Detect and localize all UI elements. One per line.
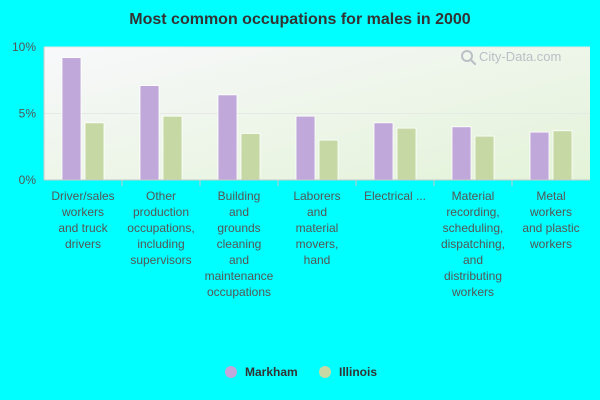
legend-label-markham: Markham bbox=[245, 365, 298, 379]
category-label: Building and grounds cleaning and maintenance… bbox=[205, 189, 274, 299]
bar-markham-6 bbox=[451, 126, 472, 181]
bar-markham-3 bbox=[217, 94, 238, 181]
legend: Markham Illinois bbox=[225, 365, 377, 379]
category-label-line: grounds bbox=[217, 221, 260, 235]
category-label-line: dispatching, bbox=[441, 237, 505, 251]
category-label-line: workers bbox=[529, 237, 572, 251]
chart-title: Most common occupations for males in 200… bbox=[129, 11, 471, 28]
category-label-line: movers, bbox=[296, 237, 339, 251]
bar-markham-5 bbox=[373, 122, 394, 181]
x-axis bbox=[44, 179, 590, 186]
category-label-line: Electrical ... bbox=[364, 189, 426, 203]
category-label-line: maintenance bbox=[205, 269, 274, 283]
category-label: Electrical ... bbox=[364, 189, 426, 203]
category-label-line: scheduling, bbox=[443, 221, 504, 235]
category-label-line: Driver/sales bbox=[51, 189, 114, 203]
category-label-line: supervisors bbox=[130, 253, 191, 267]
category-label-line: Metal bbox=[536, 189, 565, 203]
category-label-line: cleaning bbox=[217, 237, 262, 251]
bar-illinois-2 bbox=[162, 115, 183, 181]
category-label-line: workers bbox=[529, 205, 572, 219]
watermark: City-Data.com bbox=[461, 49, 561, 66]
bar-markham-4 bbox=[295, 115, 316, 181]
category-label-line: and bbox=[307, 205, 327, 219]
y-tick-label: 0% bbox=[19, 173, 37, 187]
category-label: Laborers and material movers, hand bbox=[293, 189, 340, 267]
bar-illinois-7 bbox=[552, 130, 573, 181]
category-label-line: Laborers bbox=[293, 189, 340, 203]
bar-illinois-3 bbox=[240, 133, 261, 181]
category-label-line: workers bbox=[61, 205, 104, 219]
category-label-line: workers bbox=[451, 285, 494, 299]
category-label-line: and bbox=[229, 253, 249, 267]
legend-swatch-illinois bbox=[319, 366, 331, 378]
category-label-line: Other bbox=[146, 189, 176, 203]
category-label: Metal workers and plastic workers bbox=[522, 189, 579, 251]
category-label-line: Building bbox=[218, 189, 261, 203]
category-label-line: material bbox=[296, 221, 339, 235]
category-label-line: and bbox=[229, 205, 249, 219]
category-label-line: distributing bbox=[444, 269, 502, 283]
category-label: Material recording, scheduling, dispatching… bbox=[441, 189, 505, 299]
gridlines bbox=[44, 46, 590, 114]
bar-markham-1 bbox=[61, 57, 82, 181]
bar-markham-2 bbox=[139, 85, 160, 181]
category-label-line: hand bbox=[304, 253, 331, 267]
y-axis: 0% 5% 10% bbox=[12, 40, 45, 187]
y-tick-label: 10% bbox=[12, 40, 36, 54]
category-label-line: and plastic bbox=[522, 221, 579, 235]
category-label-line: drivers bbox=[65, 237, 101, 251]
category-label: Other production occupations, including supe… bbox=[127, 189, 194, 267]
watermark-text: City-Data.com bbox=[479, 49, 561, 64]
category-labels: Driver/sales workers and truck drivers Other… bbox=[51, 189, 579, 299]
category-label: Driver/sales workers and truck drivers bbox=[51, 189, 114, 251]
category-label-line: including bbox=[137, 237, 184, 251]
bar-illinois-5 bbox=[396, 127, 417, 181]
category-label-line: and truck bbox=[58, 221, 108, 235]
category-label-line: occupations, bbox=[127, 221, 194, 235]
legend-swatch-markham bbox=[225, 366, 237, 378]
category-label-line: Material bbox=[452, 189, 495, 203]
legend-label-illinois: Illinois bbox=[339, 365, 377, 379]
category-label-line: production bbox=[133, 205, 189, 219]
category-label-line: recording, bbox=[446, 205, 499, 219]
category-label-line: and bbox=[463, 253, 483, 267]
bar-illinois-6 bbox=[474, 135, 495, 181]
bar-illinois-4 bbox=[318, 139, 339, 181]
search-magnifier-icon bbox=[461, 50, 477, 66]
category-label-line: occupations bbox=[207, 285, 271, 299]
y-tick-label: 5% bbox=[19, 107, 37, 121]
bar-markham-7 bbox=[529, 131, 550, 181]
bar-illinois-1 bbox=[84, 122, 105, 181]
bars bbox=[61, 57, 573, 181]
